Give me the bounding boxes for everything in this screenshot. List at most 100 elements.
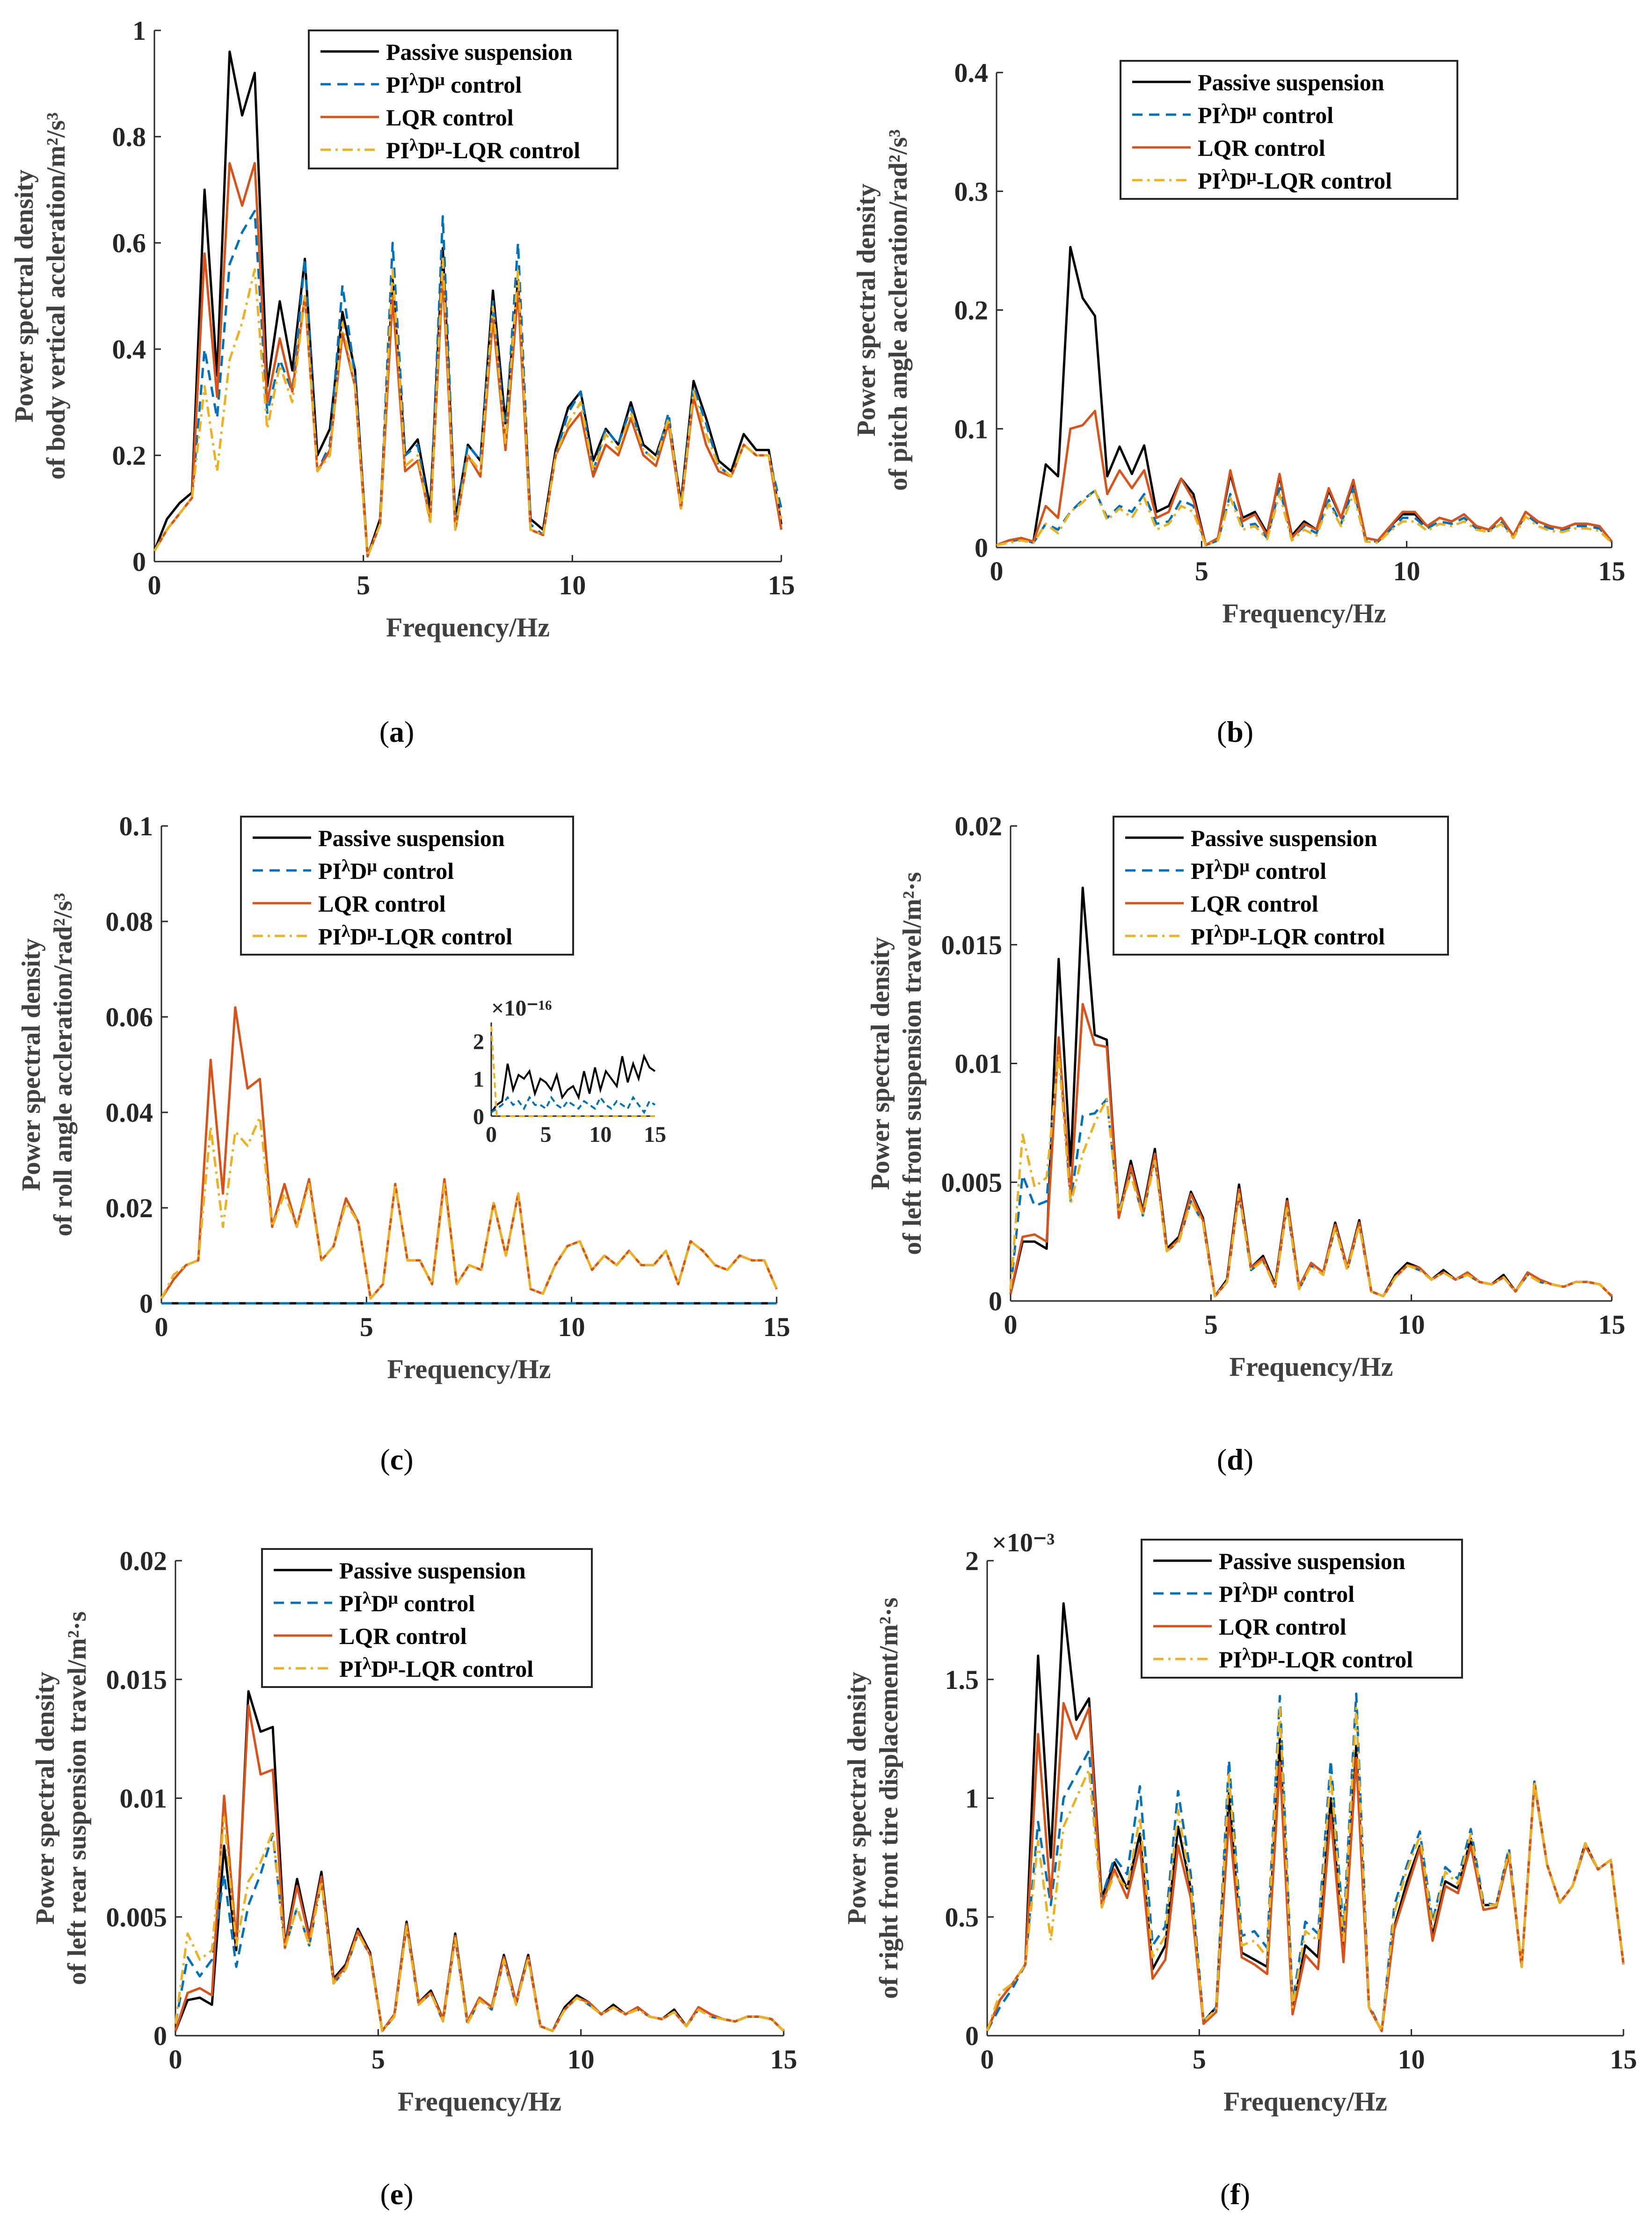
legend: Passive suspension PIλDμ control LQR contr… [261, 1548, 593, 1688]
y-axis-label-line2: of pitch angle accleration/rad²/s³ [884, 129, 913, 490]
y-tick-label: 0.5 [945, 1902, 979, 1932]
y-tick-label: 0 [139, 1288, 153, 1319]
y-axis-label-line2: of roll angle accleration/rad²/s³ [49, 893, 78, 1236]
legend-label-lqr: LQR control [318, 891, 446, 917]
y-tick-label: 0.06 [106, 1002, 153, 1032]
y-tick-label: 0.3 [954, 176, 989, 207]
x-axis-label: Frequency/Hz [1222, 598, 1386, 628]
x-tick-label: 10 [1393, 556, 1420, 586]
legend: Passive suspension PIλDμ control LQR contr… [1120, 60, 1458, 200]
y-axis-label-line1: Power spectral density [866, 937, 895, 1190]
inset-x-tick-label: 5 [540, 1122, 552, 1147]
series-line-lqr [174, 1704, 785, 2032]
y-axis-label: Power spectral density of right front tir… [843, 1598, 903, 1999]
legend-label-passive: Passive suspension [318, 825, 505, 851]
y-axis-label-line2: of left rear suspension travel/m²·s [63, 1611, 92, 1985]
y-axis-label-line2: of right front tire displacement/m²·s [874, 1598, 903, 1999]
legend-label-lqr: LQR control [386, 104, 514, 131]
y-tick-label: 0.6 [112, 228, 146, 258]
legend-box [240, 816, 574, 956]
legend-box [1141, 1539, 1463, 1679]
legend-label-pid: PIλDμ control [339, 1589, 475, 1616]
legend-label-pidlqr: PIλDμ-LQR control [386, 136, 580, 163]
x-tick-label: 5 [1195, 556, 1208, 586]
y-axis-label-line2: of left front suspension travel/m²·s [898, 872, 927, 1255]
series-line-pid [153, 210, 783, 558]
legend: Passive suspension PIλDμ control LQR contr… [240, 816, 574, 956]
series-line-lqr [1009, 1003, 1613, 1298]
inset-x-tick-label: 0 [486, 1122, 497, 1147]
legend-label-lqr: LQR control [1219, 1614, 1346, 1640]
series-line-lqr [153, 162, 783, 558]
y-tick-label: 1 [132, 15, 146, 46]
y-axis-label: Power spectral density of left front susp… [866, 872, 927, 1255]
x-tick-label: 0 [155, 1312, 168, 1342]
x-tick-label: 10 [1398, 1309, 1425, 1340]
legend-label-pidlqr: PIλDμ-LQR control [1191, 922, 1385, 950]
y-tick-label: 0 [965, 2021, 979, 2051]
series-line-pid [1009, 1041, 1613, 1298]
panel-caption: (b) [1217, 715, 1253, 748]
y-tick-label: 0.8 [112, 122, 146, 152]
inset-y-tick-label: 0 [473, 1104, 484, 1129]
legend: Passive suspension PIλDμ control LQR contr… [1141, 1539, 1463, 1679]
y-tick-label: 2 [965, 1546, 979, 1576]
y-axis-label-line1: Power spectral density [17, 938, 46, 1191]
y-axis-label-line2: of body vertical accleration/m²/s³ [42, 112, 71, 480]
series-line-pidlqr [160, 1116, 778, 1300]
y-exponent-label: ×10⁻³ [992, 1528, 1055, 1557]
chart-panel-a: 0 5 10 15 0 0.2 0.4 0.6 0.8 1 Frequency/Hz Power sp… [10, 15, 795, 748]
y-tick-label: 0.02 [120, 1546, 167, 1576]
y-axis-label-line1: Power spectral density [10, 169, 39, 422]
series-line-lqr [996, 409, 1613, 547]
chart-panel-c: 0 5 10 1500.020.040.060.080.1Frequency/HzPo… [17, 811, 790, 1476]
series-line-pidlqr [996, 489, 1613, 547]
panel-caption: (c) [380, 1443, 413, 1476]
y-axis-label-line1: Power spectral density [852, 183, 881, 436]
x-tick-label: 5 [1193, 2044, 1206, 2075]
x-axis-label: Frequency/Hz [1223, 2086, 1387, 2117]
x-tick-label: 5 [357, 570, 370, 600]
y-axis-label-line1: Power spectral density [843, 1672, 872, 1924]
x-tick-label: 5 [371, 2044, 385, 2075]
legend-label-passive: Passive suspension [1219, 1548, 1405, 1574]
x-axis-label: Frequency/Hz [386, 612, 550, 643]
y-axis-label: Power spectral density of left rear suspe… [31, 1611, 92, 1985]
x-tick-label: 5 [360, 1312, 373, 1342]
x-axis-label: Frequency/Hz [398, 2086, 561, 2117]
y-tick-label: 1 [965, 1783, 979, 1814]
y-axis-label: Power spectral density of pitch angle acc… [852, 129, 913, 490]
y-axis-label: Power spectral density of roll angle accl… [17, 893, 78, 1236]
y-tick-label: 0.015 [941, 930, 1003, 960]
legend-box [261, 1548, 593, 1688]
x-axis-label: Frequency/Hz [1229, 1352, 1393, 1382]
inset-background [491, 1023, 655, 1116]
y-axis-label: Power spectral density of body vertical a… [10, 112, 71, 480]
legend-label-lqr: LQR control [1191, 891, 1318, 917]
y-tick-label: 0 [975, 533, 988, 563]
x-tick-label: 5 [1204, 1309, 1218, 1340]
y-tick-label: 0.02 [106, 1193, 153, 1223]
inset-series-line-pid [490, 1096, 656, 1114]
legend-label-passive: Passive suspension [1191, 825, 1377, 851]
x-tick-label: 15 [768, 570, 795, 600]
y-tick-label: 0.4 [954, 58, 989, 88]
panel-caption: (e) [380, 2177, 413, 2211]
series-line-pid [986, 1692, 1625, 2032]
y-tick-label: 0 [132, 547, 146, 577]
x-tick-label: 10 [559, 570, 586, 600]
x-tick-label: 0 [1004, 1309, 1018, 1340]
y-tick-label: 0.1 [954, 414, 989, 444]
y-tick-label: 0.2 [112, 440, 146, 471]
inset-exponent-label: ×10⁻¹⁶ [491, 996, 552, 1021]
y-tick-label: 0.005 [941, 1167, 1003, 1198]
legend: Passive suspension PIλDμ control LQR contr… [1113, 816, 1449, 956]
legend-label-lqr: LQR control [1198, 135, 1325, 161]
x-tick-label: 10 [568, 2044, 595, 2075]
x-tick-label: 15 [1598, 1309, 1625, 1340]
chart-panel-f: 0 5 10 15 0 0.5 1 1.5 2 ×10⁻³ Frequency/Hz Power sp… [843, 1528, 1637, 2211]
series-line-pidlqr [174, 1816, 785, 2032]
x-tick-label: 15 [763, 1312, 790, 1342]
legend-box [308, 29, 619, 169]
